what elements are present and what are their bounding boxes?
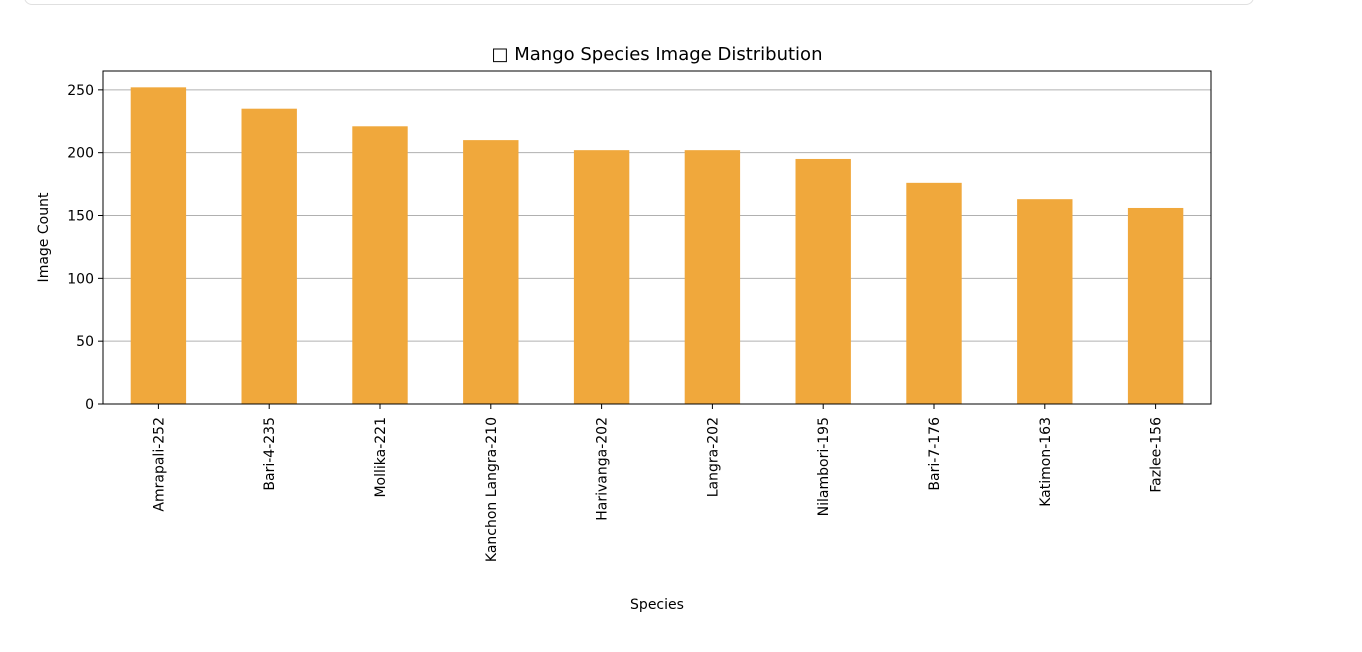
y-tick-label: 0 [85, 397, 94, 413]
bar-4 [573, 150, 630, 404]
y-tick-label: 150 [67, 209, 94, 225]
x-axis-ticks: Amrapali-252 Bari-4-235 Mollika-221 Kanchon… [151, 404, 1165, 562]
bar-7 [906, 182, 962, 404]
x-axis-label: Species [630, 597, 684, 613]
bar-0 [130, 87, 187, 404]
bar-5 [684, 150, 741, 404]
y-axis-label: Image Count [36, 192, 52, 282]
y-tick-label: 100 [67, 271, 94, 287]
x-tick-label: Harivanga-202 [595, 417, 611, 521]
y-tick-label: 200 [67, 146, 94, 162]
chart-title: □ Mango Species Image Distribution [492, 44, 823, 65]
y-axis-ticks: 0 50 100 150 200 250 [67, 83, 103, 413]
x-tick-label: Fazlee-156 [1149, 417, 1165, 493]
bar-8 [1017, 199, 1073, 404]
x-tick-label: Katimon-163 [1038, 417, 1054, 507]
x-tick-label: Bari-4-235 [262, 417, 278, 491]
x-tick-label: Bari-7-176 [927, 417, 943, 491]
x-tick-label: Kanchon Langra-210 [484, 417, 500, 562]
bar-2 [352, 126, 408, 405]
plot-frame [102, 70, 1212, 405]
x-tick-label: Amrapali-252 [151, 417, 167, 512]
x-tick-label: Nilambori-195 [816, 417, 832, 516]
y-tick-label: 250 [67, 83, 94, 99]
x-tick-label: Mollika-221 [373, 417, 389, 498]
bar-3 [463, 140, 519, 404]
x-tick-label: Langra-202 [705, 417, 721, 497]
bars [130, 87, 1184, 405]
bar-6 [795, 158, 851, 404]
y-tick-label: 50 [76, 334, 94, 350]
bar-9 [1127, 207, 1184, 404]
bar-1 [241, 108, 297, 404]
